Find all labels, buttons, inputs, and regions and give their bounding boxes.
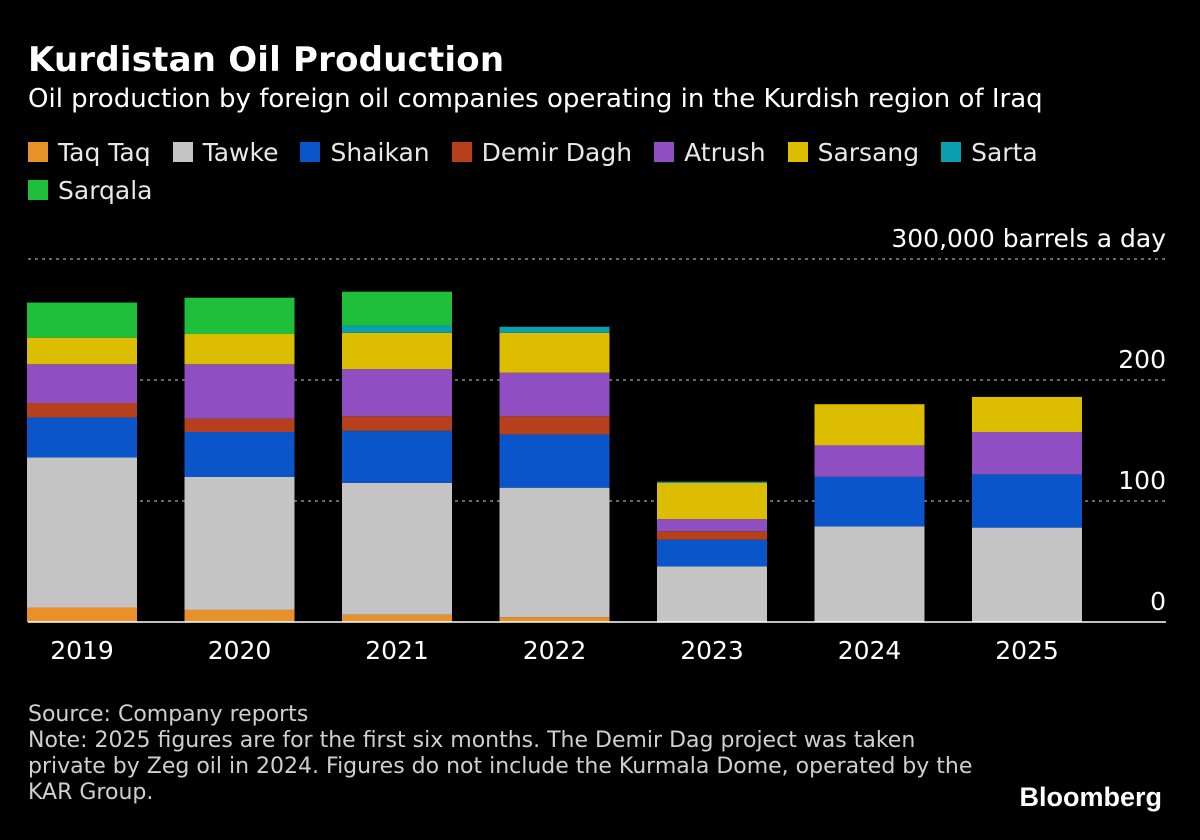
bar-segment [342, 291, 452, 326]
bar-segment [184, 364, 295, 419]
x-tick-label: 2022 [523, 636, 587, 665]
bar-segment [342, 369, 452, 417]
x-tick-label: 2020 [208, 636, 272, 665]
bar-segment [27, 607, 137, 622]
chart-subtitle: Oil production by foreign oil companies … [28, 84, 1043, 114]
legend-swatch [300, 142, 321, 162]
bar-segment [814, 526, 925, 622]
legend-item: Sarqala [28, 174, 152, 206]
x-tick-label: 2021 [365, 636, 429, 665]
bar-segment [184, 476, 295, 610]
legend-swatch [28, 142, 48, 162]
legend-item: Taq Taq [28, 136, 151, 168]
legend-item: Demir Dagh [451, 136, 633, 168]
bar-segment [499, 487, 610, 618]
bar-segment [657, 539, 767, 567]
legend-label: Demir Dagh [481, 137, 633, 167]
bar-segment [814, 476, 925, 527]
legend-item: Tawke [172, 136, 279, 168]
y-tick-label: 300,000 barrels a day [891, 224, 1166, 253]
note-text: Note: 2025 figures are for the first six… [28, 728, 973, 805]
legend-swatch [451, 142, 472, 162]
bar-segment [342, 430, 452, 483]
bar-segment [342, 416, 452, 431]
chart-title: Kurdistan Oil Production [28, 40, 505, 80]
bar-segment [27, 302, 137, 338]
bar-segment [657, 519, 767, 532]
bar-segment [184, 418, 295, 433]
legend-item: Sarsang [787, 136, 920, 168]
legend-label: Tawke [202, 137, 279, 167]
legend-label: Sarqala [58, 175, 153, 205]
bar-segment [499, 416, 610, 435]
bar-segment [27, 417, 137, 458]
bar-segment [657, 566, 767, 622]
bar-segment [184, 334, 295, 365]
legend-swatch [941, 142, 962, 162]
bar-segment [342, 325, 452, 333]
legend-swatch [28, 180, 48, 200]
legend-label: Sarta [971, 137, 1038, 167]
bar-segment [972, 474, 1082, 528]
x-tick-label: 2023 [680, 636, 744, 665]
bar-segment [972, 432, 1082, 475]
bar-segment [499, 617, 610, 622]
bar-segment [972, 396, 1082, 433]
legend-item: Shaikan [300, 136, 430, 168]
bar-segment [657, 531, 767, 540]
bar-segment [657, 482, 767, 520]
y-tick-label: 100 [1118, 466, 1166, 495]
legend-item: Atrush [654, 136, 766, 168]
legend-label: Sarsang [817, 137, 920, 167]
bloomberg-logo: Bloomberg [1019, 782, 1162, 812]
bar-segment [184, 297, 295, 335]
legend-swatch [654, 142, 675, 162]
x-tick-label: 2025 [995, 636, 1059, 665]
bar-segment [972, 527, 1082, 622]
legend-swatch [787, 142, 808, 162]
stacked-bar-chart: 2019 2020 2021 2022 2023 2024 2025 0 100 200 300,0… [27, 224, 1166, 665]
bar-segment [814, 404, 925, 446]
bar-segment [342, 332, 452, 370]
bar-segment [814, 445, 925, 477]
bar-segment [184, 609, 295, 622]
bar-segment [27, 364, 137, 403]
bar-segment [27, 457, 137, 608]
legend-swatch [172, 142, 193, 162]
bar-segment [657, 481, 767, 483]
bar-segment [499, 326, 610, 333]
bar-segment [342, 482, 452, 615]
legend-label: Taq Taq [58, 137, 151, 167]
bar-segment [499, 332, 610, 373]
bar-segment [184, 432, 295, 477]
legend: Taq Taq Tawke Shaikan Demir Dagh Atrush Sarsa… [28, 136, 1168, 206]
bar-segment [342, 614, 452, 622]
y-tick-label: 0 [1150, 587, 1166, 616]
bar-segment [499, 434, 610, 488]
bar-segment [27, 402, 137, 418]
footer-notes: Source: Company reports Note: 2025 figur… [28, 702, 988, 806]
legend-label: Atrush [684, 137, 766, 167]
bar-segment [499, 372, 610, 417]
y-tick-label: 200 [1118, 345, 1166, 374]
legend-label: Shaikan [330, 137, 430, 167]
bar-segment [27, 337, 137, 365]
x-tick-label: 2024 [838, 636, 902, 665]
source-text: Source: Company reports [28, 702, 309, 727]
x-tick-label: 2019 [50, 636, 114, 665]
legend-item: Sarta [941, 136, 1038, 168]
